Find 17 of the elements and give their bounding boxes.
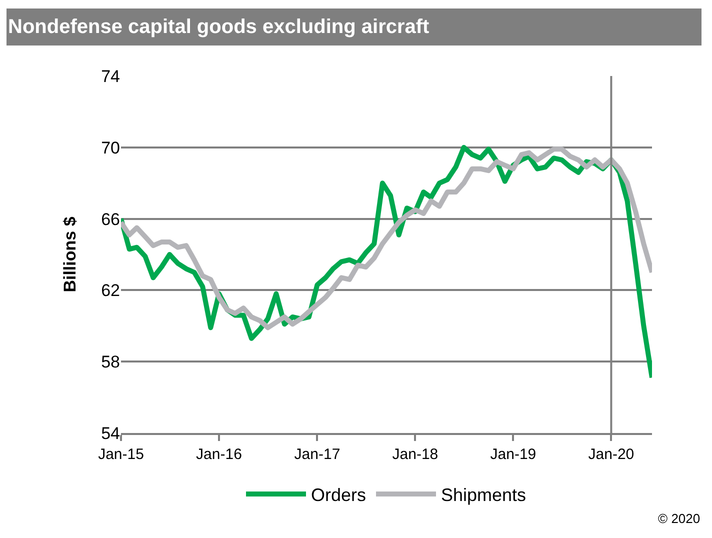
y-tick-label: 54 (101, 424, 120, 443)
y-tick-label: 74 (101, 66, 120, 86)
legend-label: Shipments (441, 485, 526, 506)
legend-label: Orders (311, 485, 366, 506)
y-tick-label: 66 (101, 210, 120, 229)
chart-title: Nondefense capital goods excluding aircraft (8, 16, 430, 38)
x-tick-label: Jan-15 (98, 446, 144, 463)
y-tick-label: 58 (101, 352, 120, 372)
x-tick-label: Jan-20 (588, 446, 634, 463)
x-tick-label: Jan-19 (490, 446, 536, 463)
y-tick-label: 62 (101, 281, 120, 300)
x-tick-label: Jan-18 (392, 446, 438, 463)
y-axis-title: Billions $ (60, 216, 80, 292)
x-tick-label: Jan-17 (294, 446, 340, 463)
text: © 2020 (658, 511, 700, 526)
y-tick-label: 70 (101, 138, 120, 158)
x-tick-label: Jan-16 (196, 446, 242, 463)
